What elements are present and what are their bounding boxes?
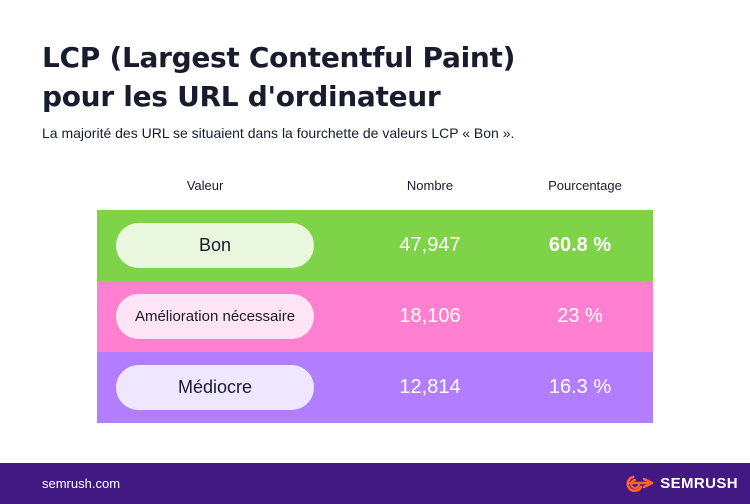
- brand-name: SEMRUSH: [660, 474, 738, 492]
- page-title: LCP (Largest Contentful Paint) pour les …: [42, 38, 722, 116]
- semrush-logo-icon: [626, 475, 654, 492]
- pourcentage-cell: 16.3 %: [548, 376, 612, 398]
- pourcentage-cell: 23 %: [557, 305, 603, 327]
- column-header-pourcentage: Pourcentage: [548, 178, 622, 193]
- valeur-pill: Bon: [116, 223, 314, 268]
- nombre-cell: 12,814: [399, 376, 461, 398]
- subtitle: La majorité des URL se situaient dans la…: [42, 125, 515, 141]
- title-line-1: LCP (Largest Contentful Paint): [42, 41, 516, 74]
- brand-logo: SEMRUSH: [624, 474, 738, 492]
- column-header-valeur: Valeur: [186, 178, 224, 193]
- pourcentage-cell: 60.8 %: [548, 234, 612, 256]
- column-header-nombre: Nombre: [406, 178, 454, 193]
- nombre-cell: 18,106: [399, 305, 461, 327]
- footer-url: semrush.com: [42, 476, 121, 491]
- title-line-2: pour les URL d'ordinateur: [42, 80, 441, 113]
- table-row: Bon 47,947 60.8 %: [97, 210, 653, 281]
- table-row: Médiocre 12,814 16.3 %: [97, 352, 653, 423]
- footer: semrush.com SEMRUSH: [0, 463, 750, 504]
- data-table: Bon 47,947 60.8 % Amélioration nécessaire 18…: [97, 210, 653, 423]
- valeur-pill: Amélioration nécessaire: [116, 294, 314, 339]
- nombre-cell: 47,947: [399, 234, 461, 256]
- table-row: Amélioration nécessaire 18,106 23 %: [97, 281, 653, 352]
- valeur-pill: Médiocre: [116, 365, 314, 410]
